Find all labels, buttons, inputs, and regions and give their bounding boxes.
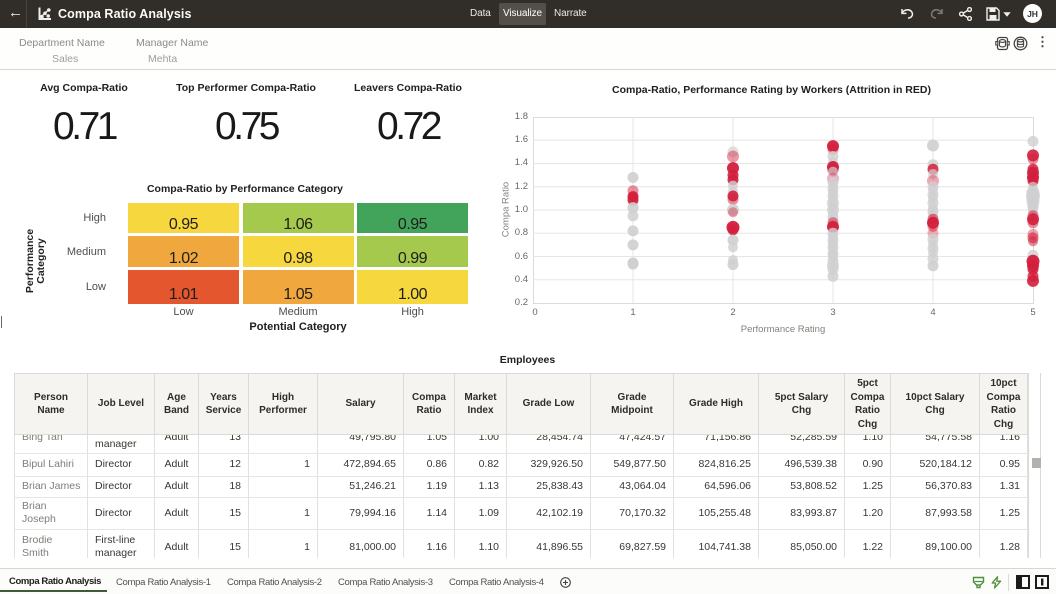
svg-text:JH: JH bbox=[1027, 9, 1038, 19]
